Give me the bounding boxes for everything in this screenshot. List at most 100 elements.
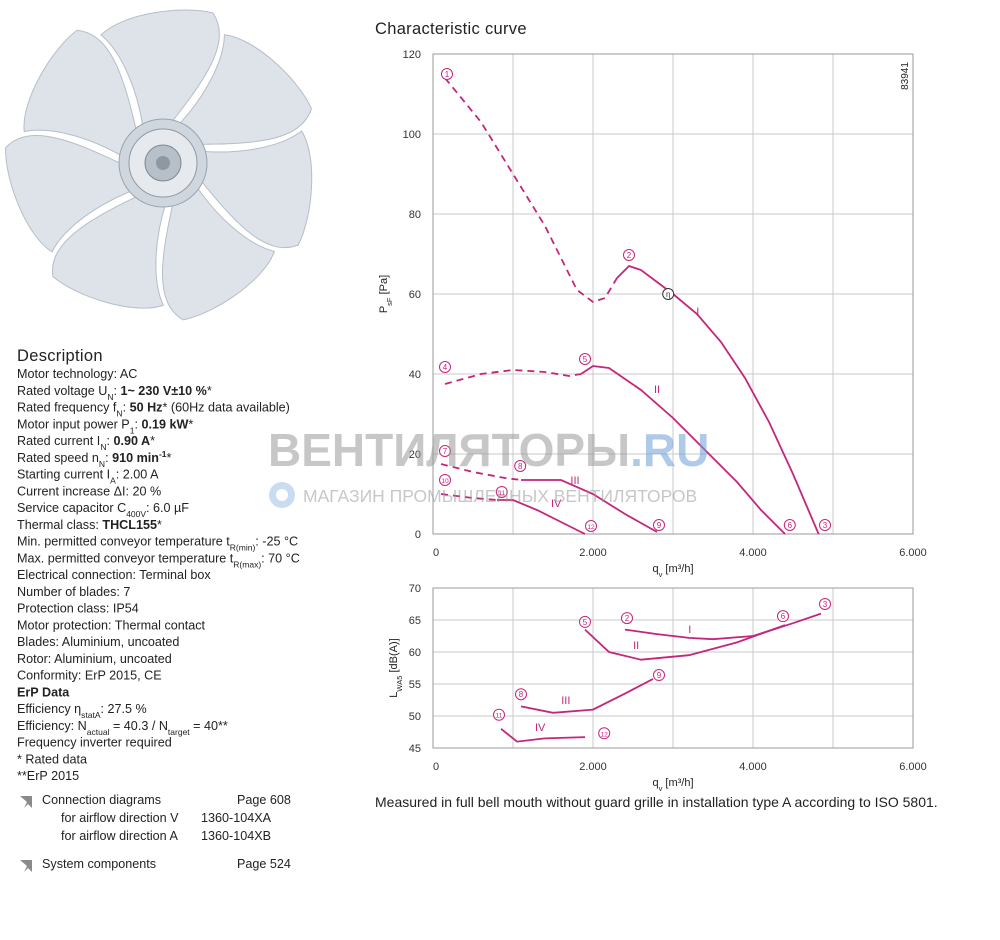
point-marker bbox=[819, 598, 831, 610]
point-label: 6 bbox=[788, 521, 793, 530]
subscript: statA bbox=[81, 710, 101, 720]
text: Rated current I bbox=[17, 434, 100, 448]
text: Efficiency: N bbox=[17, 719, 87, 733]
link-label[interactable]: Connection diagrams bbox=[42, 793, 161, 807]
fan-blade bbox=[191, 130, 313, 249]
text: Thermal class: bbox=[17, 518, 102, 532]
point-marker bbox=[662, 288, 675, 300]
bold-text: 50 Hz bbox=[130, 401, 163, 415]
description-line: Efficiency: Nactual = 40.3 / Ntarget = 4… bbox=[17, 719, 228, 737]
text: * Rated data bbox=[17, 752, 87, 766]
fan-blades bbox=[5, 9, 313, 321]
point-marker bbox=[579, 353, 591, 365]
ylabel: LWA5 [dB(A)] bbox=[388, 638, 404, 697]
text: Current increase ΔI: 20 % bbox=[17, 484, 161, 498]
subscript: target bbox=[168, 727, 190, 737]
description-line: Current increase ΔI: 20 % bbox=[17, 484, 161, 498]
point-label: 1 bbox=[445, 70, 450, 79]
text: * bbox=[167, 451, 172, 465]
watermark-brand: ВЕНТИЛЯТОРЫ.RU bbox=[268, 424, 709, 476]
xlabel: qv [m³/h] bbox=[652, 777, 693, 793]
text: Service capacitor C bbox=[17, 501, 126, 515]
text: : -25 °C bbox=[255, 535, 298, 549]
text: Min. permitted conveyor temperature t bbox=[17, 535, 230, 549]
x-tick-label: 4.000 bbox=[739, 761, 767, 773]
curve-label: I bbox=[696, 306, 699, 318]
text: : bbox=[113, 384, 120, 398]
axis-symbol: q bbox=[652, 777, 658, 789]
text: : bbox=[123, 401, 130, 415]
description-line: Thermal class: THCL155* bbox=[17, 518, 162, 532]
fan-blade bbox=[23, 29, 141, 158]
point-label: 3 bbox=[823, 600, 828, 609]
description-line: Motor input power P1: 0.19 kW* bbox=[17, 417, 193, 435]
watermark: ВЕНТИЛЯТОРЫ.RU МАГАЗИН ПРОМЫШЛЕННЫХ ВЕНТ… bbox=[268, 424, 709, 508]
xlabel: qv [m³/h] bbox=[652, 563, 693, 579]
y-tick-label: 60 bbox=[409, 289, 421, 301]
point-label: 11 bbox=[498, 490, 505, 497]
y-tick-label: 100 bbox=[403, 129, 421, 141]
point-marker bbox=[515, 688, 527, 701]
point-marker bbox=[439, 474, 451, 486]
text: Frequency inverter required bbox=[17, 736, 172, 750]
subscript: A bbox=[110, 476, 116, 486]
text: Max. permitted conveyor temperature t bbox=[17, 551, 234, 565]
bold-text: THCL155 bbox=[102, 518, 157, 532]
fan-axle bbox=[156, 156, 170, 170]
curve-label: II bbox=[654, 384, 660, 396]
text: * bbox=[188, 417, 193, 431]
point-label: 3 bbox=[823, 521, 828, 530]
text: Motor protection: Thermal contact bbox=[17, 618, 206, 632]
point-marker bbox=[495, 486, 508, 498]
link-label[interactable]: System components bbox=[42, 857, 156, 871]
point-marker bbox=[598, 727, 611, 740]
x-tick-label: 0 bbox=[433, 547, 439, 559]
link-page: Page 608 bbox=[237, 793, 291, 807]
text: **ErP 2015 bbox=[17, 769, 79, 783]
point-marker bbox=[441, 68, 453, 80]
y-tick-label: 0 bbox=[415, 529, 421, 541]
subscript: 400V bbox=[126, 509, 146, 519]
axis-unit: [Pa] bbox=[378, 275, 390, 298]
point-label: 6 bbox=[781, 612, 786, 621]
text: : bbox=[134, 417, 141, 431]
drawing-number: 83941 bbox=[900, 62, 911, 90]
axis-symbol: P bbox=[378, 306, 390, 313]
description-line: Electrical connection: Terminal box bbox=[17, 568, 211, 582]
y-tick-label: 50 bbox=[409, 711, 421, 723]
point-label: 11 bbox=[496, 713, 503, 720]
chart: 0 2.000 4.000 6.000 0 20 40 60 80 100 120 qv [m³/h]… bbox=[378, 49, 927, 579]
description-line: Conformity: ErP 2015, CE bbox=[17, 669, 162, 683]
fan-blade bbox=[5, 135, 135, 253]
link-item-label: for airflow direction V bbox=[61, 811, 179, 825]
text: Electrical connection: Terminal box bbox=[17, 568, 211, 582]
curve-dashed bbox=[444, 77, 618, 304]
point-label: 8 bbox=[518, 462, 523, 471]
point-marker bbox=[819, 519, 831, 531]
point-label: 5 bbox=[583, 618, 588, 627]
text: * bbox=[150, 434, 155, 448]
subscript: R(max) bbox=[233, 559, 261, 569]
link-item-code: 1360-104XA bbox=[201, 811, 272, 825]
curve bbox=[580, 365, 786, 535]
link-page: Page 524 bbox=[237, 857, 291, 871]
axis-symbol: q bbox=[652, 563, 658, 575]
fan-blade bbox=[100, 9, 220, 134]
description-line: Starting current IA: 2.00 A bbox=[17, 468, 159, 486]
text: Blades: Aluminium, uncoated bbox=[17, 635, 179, 649]
watermark-domain: .RU bbox=[630, 424, 709, 476]
fan-image bbox=[5, 9, 313, 321]
note: Measured in full bell mouth without guar… bbox=[375, 794, 938, 810]
curve-label: III bbox=[561, 695, 570, 707]
text: : 27.5 % bbox=[101, 702, 147, 716]
text: = 40.3 / N bbox=[109, 719, 167, 733]
bold-text: 1~ 230 V±10 % bbox=[120, 384, 206, 398]
y-tick-label: 45 bbox=[409, 743, 421, 755]
link-item-code: 1360-104XB bbox=[201, 829, 271, 843]
subscript: actual bbox=[87, 727, 110, 737]
axis-subscript: WA5 bbox=[395, 676, 404, 692]
description-line: Min. permitted conveyor temperature tR(m… bbox=[17, 535, 298, 553]
point-label: 7 bbox=[443, 447, 448, 456]
